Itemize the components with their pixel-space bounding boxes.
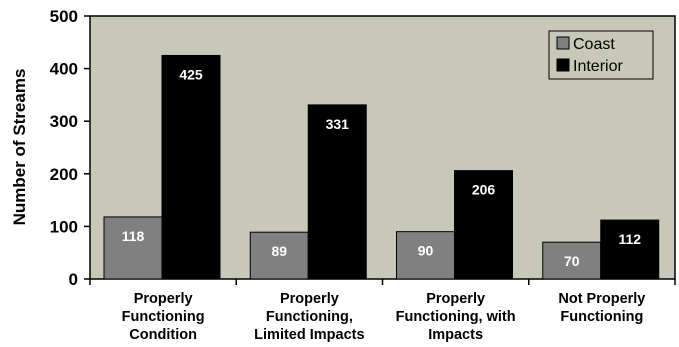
- category-label-line: Functioning, with: [396, 309, 516, 325]
- data-label: 118: [122, 228, 145, 244]
- data-label: 112: [618, 231, 641, 247]
- legend-swatch-interior: [556, 58, 570, 72]
- y-tick-label: 500: [50, 7, 78, 26]
- category-label: Properly Functioning, Limited Impacts: [254, 291, 364, 343]
- data-label: 331: [326, 116, 350, 132]
- y-tick-label: 300: [50, 112, 78, 131]
- bar-interior-2: [454, 170, 513, 280]
- y-axis-label: Number of Streams: [10, 69, 29, 226]
- category-label-line: Functioning,: [266, 309, 353, 325]
- y-tick-label: 0: [69, 270, 78, 289]
- category-label-line: Functioning: [122, 309, 205, 325]
- data-label: 425: [179, 66, 203, 82]
- y-axis: 0 100 200 300 400 500: [50, 7, 90, 289]
- data-label: 70: [564, 253, 580, 269]
- bar-interior-1: [307, 104, 367, 280]
- bars: 118 89 90 70 425 331 206 112: [103, 54, 660, 280]
- category-label-line: Properly: [134, 291, 193, 307]
- bar-coast-3: [542, 241, 602, 280]
- bar-interior-3: [600, 219, 660, 280]
- data-label: 90: [418, 243, 434, 259]
- bar-coast-1: [249, 231, 309, 280]
- category-label: Not Properly Functioning: [558, 291, 645, 325]
- bar-coast-0: [103, 216, 163, 280]
- legend: Coast Interior: [548, 30, 654, 80]
- legend-swatch-coast: [556, 36, 570, 50]
- category-label-line: Functioning: [560, 309, 643, 325]
- y-tick-label: 100: [50, 217, 78, 236]
- category-label-line: Properly: [426, 291, 485, 307]
- category-label: Properly Functioning Condition: [122, 291, 205, 343]
- data-label: 206: [472, 182, 496, 198]
- y-tick-label: 200: [50, 165, 78, 184]
- category-label: Properly Functioning, with Impacts: [396, 291, 516, 343]
- category-label-line: Not Properly: [558, 291, 645, 307]
- category-label-line: Properly: [280, 291, 339, 307]
- legend-label-interior: Interior: [573, 58, 623, 75]
- category-label-line: Limited Impacts: [254, 327, 364, 343]
- y-tick-label: 400: [50, 60, 78, 79]
- category-label-line: Impacts: [428, 327, 483, 343]
- bar-coast-2: [396, 231, 455, 280]
- legend-label-coast: Coast: [573, 36, 615, 53]
- x-axis: Properly Functioning Condition Properly Func…: [89, 279, 676, 343]
- bar-interior-0: [161, 54, 221, 280]
- data-label: 89: [271, 243, 287, 259]
- category-label-line: Condition: [129, 327, 197, 343]
